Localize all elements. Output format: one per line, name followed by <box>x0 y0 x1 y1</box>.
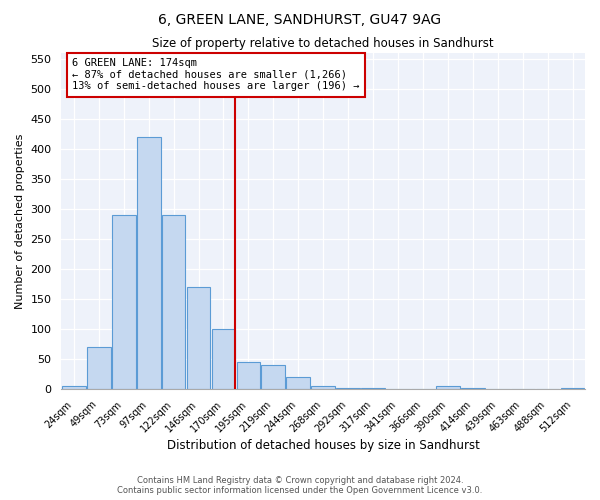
X-axis label: Distribution of detached houses by size in Sandhurst: Distribution of detached houses by size … <box>167 440 479 452</box>
Bar <box>536 388 559 390</box>
Bar <box>286 378 310 390</box>
Text: 6 GREEN LANE: 174sqm
← 87% of detached houses are smaller (1,266)
13% of semi-de: 6 GREEN LANE: 174sqm ← 87% of detached h… <box>72 58 359 92</box>
Bar <box>361 388 385 390</box>
Y-axis label: Number of detached properties: Number of detached properties <box>15 134 25 309</box>
Bar <box>386 388 410 390</box>
Bar <box>212 330 235 390</box>
Bar <box>187 287 211 390</box>
Bar <box>137 137 161 390</box>
Title: Size of property relative to detached houses in Sandhurst: Size of property relative to detached ho… <box>152 38 494 51</box>
Bar <box>560 388 584 390</box>
Bar <box>311 386 335 390</box>
Bar <box>87 348 110 390</box>
Bar <box>461 388 485 390</box>
Bar <box>162 215 185 390</box>
Text: 6, GREEN LANE, SANDHURST, GU47 9AG: 6, GREEN LANE, SANDHURST, GU47 9AG <box>158 12 442 26</box>
Bar <box>236 362 260 390</box>
Bar <box>436 386 460 390</box>
Bar <box>262 366 285 390</box>
Bar <box>336 388 360 390</box>
Bar <box>112 215 136 390</box>
Text: Contains HM Land Registry data © Crown copyright and database right 2024.
Contai: Contains HM Land Registry data © Crown c… <box>118 476 482 495</box>
Bar <box>411 388 435 390</box>
Bar <box>62 386 86 390</box>
Bar <box>486 388 509 390</box>
